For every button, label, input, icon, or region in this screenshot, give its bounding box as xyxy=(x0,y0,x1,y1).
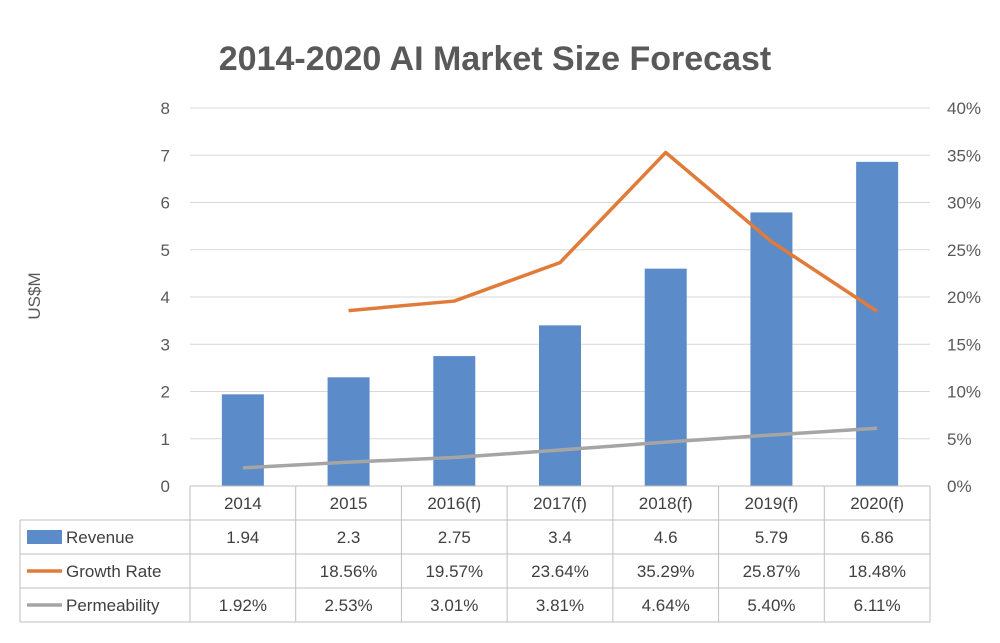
y2-axis-ticks: 0% 5% 10% 15% 20% 25% 30% 35% 40% xyxy=(947,99,981,496)
data-label: 5.79 xyxy=(755,528,788,547)
y-tick-label: 0 xyxy=(161,477,170,496)
data-label: 2.3 xyxy=(337,528,361,547)
y2-tick-label: 40% xyxy=(947,99,981,118)
data-label: 6.86 xyxy=(861,528,894,547)
category-label: 2018(f) xyxy=(639,494,693,513)
data-label: 1.92% xyxy=(219,596,267,615)
data-label: 25.87% xyxy=(743,562,801,581)
data-label: 19.57% xyxy=(425,562,483,581)
data-label: 4.6 xyxy=(654,528,678,547)
y-tick-label: 2 xyxy=(161,383,170,402)
bar xyxy=(221,394,264,486)
category-label: 2014 xyxy=(224,494,262,513)
data-label: 23.64% xyxy=(531,562,589,581)
series-line xyxy=(242,426,878,470)
data-label: 35.29% xyxy=(637,562,695,581)
category-label: 2020(f) xyxy=(850,494,904,513)
legend-label: Growth Rate xyxy=(66,562,161,581)
y2-tick-label: 5% xyxy=(947,430,972,449)
data-label: 3.4 xyxy=(548,528,572,547)
y-tick-label: 3 xyxy=(161,335,170,354)
y2-tick-label: 10% xyxy=(947,383,981,402)
data-table: 2014 2015 2016(f) 2017(f) 2018(f) 2019(f) 2020… xyxy=(19,485,931,623)
y-tick-label: 1 xyxy=(161,430,170,449)
data-label: 2.75 xyxy=(438,528,471,547)
y-axis-label: US$M xyxy=(25,272,44,319)
data-label: 3.01% xyxy=(430,596,478,615)
category-label: 2015 xyxy=(330,494,368,513)
data-label: 5.40% xyxy=(747,596,795,615)
y-tick-label: 6 xyxy=(161,194,170,213)
legend-swatch xyxy=(27,530,62,544)
y-tick-label: 5 xyxy=(161,241,170,260)
data-label: 18.48% xyxy=(848,562,906,581)
y2-tick-label: 35% xyxy=(947,146,981,165)
y-axis-ticks: 0 1 2 3 4 5 6 7 8 xyxy=(161,99,170,496)
data-label: 1.94 xyxy=(226,528,259,547)
category-label: 2019(f) xyxy=(744,494,798,513)
legend-label: Revenue xyxy=(66,528,134,547)
series-line xyxy=(348,150,879,313)
legend-label: Permeability xyxy=(66,596,160,615)
bar xyxy=(327,377,370,486)
chart-title: 2014-2020 AI Market Size Forecast xyxy=(219,40,771,78)
y2-tick-label: 30% xyxy=(947,194,981,213)
y-tick-label: 4 xyxy=(161,288,170,307)
series-lines xyxy=(242,150,879,470)
bar xyxy=(539,325,581,486)
y2-tick-label: 25% xyxy=(947,241,981,260)
bar xyxy=(750,212,793,487)
bar xyxy=(433,356,476,486)
y2-tick-label: 20% xyxy=(947,288,981,307)
category-label: 2016(f) xyxy=(427,494,481,513)
bars xyxy=(221,161,899,487)
y-tick-label: 8 xyxy=(161,99,170,118)
category-label: 2017(f) xyxy=(533,494,587,513)
data-label: 4.64% xyxy=(642,596,690,615)
y-tick-label: 7 xyxy=(161,146,170,165)
data-label: 18.56% xyxy=(320,562,378,581)
data-label: 3.81% xyxy=(536,596,584,615)
data-label: 6.11% xyxy=(854,596,901,615)
bar xyxy=(856,161,899,487)
y2-tick-label: 0% xyxy=(947,477,972,496)
y2-tick-label: 15% xyxy=(947,335,981,354)
data-label: 2.53% xyxy=(324,596,372,615)
bar xyxy=(644,268,687,486)
